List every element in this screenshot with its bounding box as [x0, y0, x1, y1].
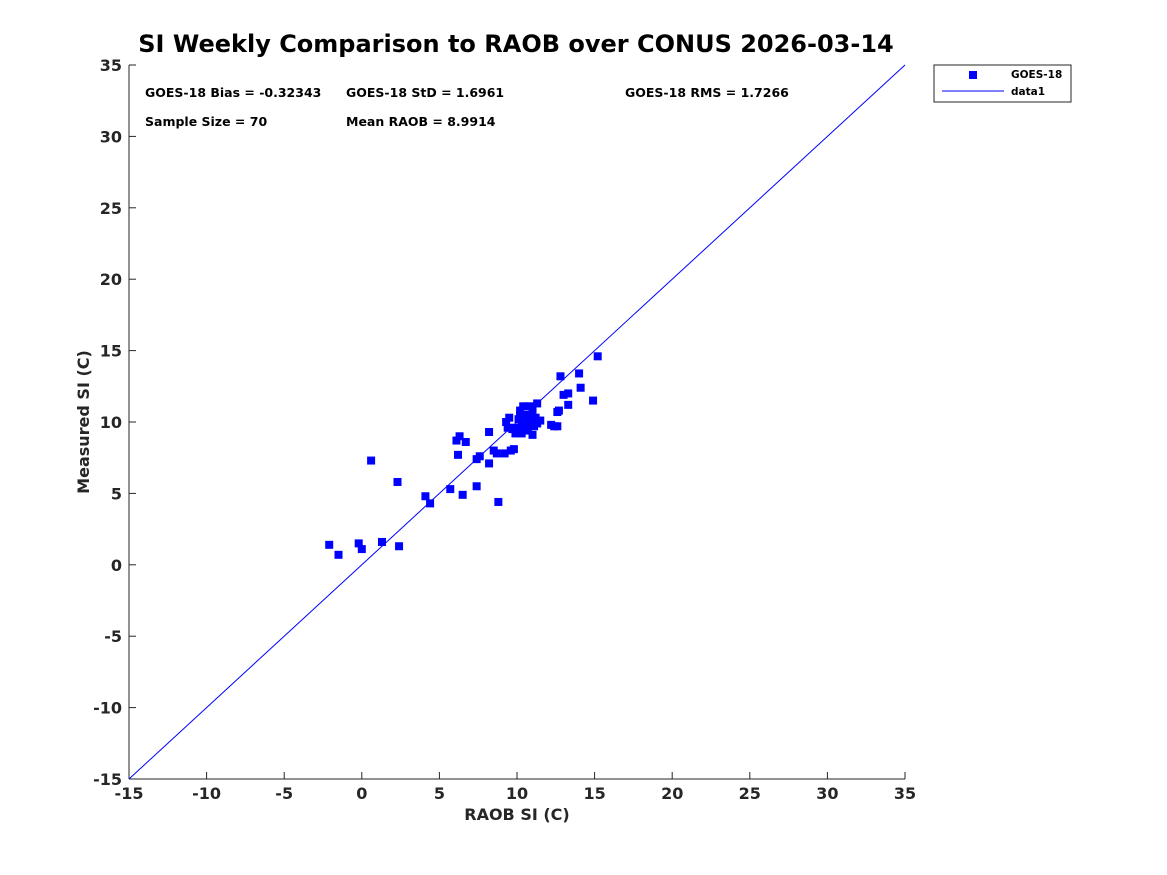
scatter-point	[589, 396, 598, 405]
scatter-point	[461, 437, 470, 446]
y-tick-label: -10	[93, 699, 122, 718]
scatter-point	[500, 449, 509, 458]
legend-marker-goes-18	[969, 71, 977, 79]
scatter-point	[509, 445, 518, 454]
x-tick-label: -10	[192, 784, 221, 803]
scatter-point	[494, 497, 503, 506]
scatter-point	[334, 550, 343, 559]
scatter-point	[505, 413, 514, 422]
scatter-point	[516, 410, 525, 419]
y-tick-label: 35	[100, 56, 122, 75]
legend-label-data1: data1	[1011, 86, 1045, 98]
scatter-point	[564, 389, 573, 398]
scatter-point	[485, 427, 494, 436]
scatter-point	[485, 459, 494, 468]
scatter-point	[426, 499, 435, 508]
x-tick-label: 15	[583, 784, 605, 803]
y-tick-label: 25	[100, 199, 122, 218]
scatter-point	[455, 432, 464, 441]
scatter-point	[564, 400, 573, 409]
legend: GOES-18 data1	[933, 64, 1072, 103]
scatter-point	[472, 482, 481, 491]
scatter-point	[514, 415, 523, 424]
y-tick-label: 20	[100, 270, 122, 289]
y-tick-label: 15	[100, 342, 122, 361]
rms-annotation: GOES-18 RMS = 1.7266	[625, 85, 789, 100]
x-tick-label: 5	[434, 784, 445, 803]
identity-line-data1	[128, 64, 906, 780]
scatter-point	[377, 537, 386, 546]
x-tick-label: 0	[356, 784, 367, 803]
mean-raob-annotation: Mean RAOB = 8.9914	[346, 114, 496, 129]
scatter-point	[367, 456, 376, 465]
x-ticks: -15 -10 -5 0 5 10 15 20 25 30 35	[115, 772, 916, 803]
x-axis-label: RAOB SI (C)	[464, 805, 569, 824]
scatter-point	[575, 369, 584, 378]
scatter-point	[576, 383, 585, 392]
scatter-point	[550, 422, 559, 431]
chart-title: SI Weekly Comparison to RAOB over CONUS …	[138, 30, 893, 58]
y-tick-label: -5	[104, 627, 122, 646]
y-tick-label: 0	[111, 556, 122, 575]
scatter-point	[559, 390, 568, 399]
y-tick-label: 10	[100, 413, 122, 432]
scatter-point	[325, 540, 334, 549]
scatter-point	[454, 450, 463, 459]
x-tick-label: 20	[661, 784, 683, 803]
scatter-point	[593, 352, 602, 361]
scatter-point	[492, 449, 501, 458]
scatter-point	[516, 406, 525, 415]
x-tick-label: 25	[739, 784, 761, 803]
x-tick-label: -5	[275, 784, 293, 803]
sample-size-annotation: Sample Size = 70	[145, 114, 267, 129]
y-tick-label: 30	[100, 127, 122, 146]
legend-label-goes-18: GOES-18	[1011, 69, 1062, 81]
scatter-point	[517, 429, 526, 438]
x-tick-label: -15	[115, 784, 144, 803]
scatter-point	[511, 429, 520, 438]
scatter-point	[522, 412, 531, 421]
x-tick-label: 30	[816, 784, 838, 803]
legend-box	[933, 64, 1072, 103]
scatter-point	[503, 423, 512, 432]
scatter-point	[458, 490, 467, 499]
scatter-point	[528, 409, 537, 418]
scatter-point	[530, 415, 539, 424]
scatter-point	[523, 426, 532, 435]
scatter-point	[525, 420, 534, 429]
scatter-point	[520, 418, 529, 426]
scatter-point	[421, 492, 430, 501]
series-layer	[128, 64, 906, 780]
y-axis-label: Measured SI (C)	[74, 350, 93, 494]
y-tick-label: 5	[111, 484, 122, 503]
x-tick-label: 35	[894, 784, 916, 803]
scatter-point	[528, 430, 537, 439]
scatter-point	[446, 485, 455, 494]
scatter-point	[395, 542, 404, 551]
bias-annotation: GOES-18 Bias = -0.32343	[145, 85, 321, 100]
scatter-point	[519, 402, 528, 411]
scatter-point	[393, 477, 402, 486]
stats-annotations: GOES-18 Bias = -0.32343 GOES-18 StD = 1.…	[145, 85, 789, 129]
scatter-point	[554, 406, 563, 415]
x-tick-label: 10	[506, 784, 528, 803]
scatter-point	[502, 418, 511, 426]
std-annotation: GOES-18 StD = 1.6961	[346, 85, 504, 100]
scatter-point	[511, 423, 520, 432]
scatter-point	[357, 545, 366, 554]
y-ticks: -15 -10 -5 0 5 10 15 20 25 30 35	[93, 56, 136, 789]
scatter-point	[452, 436, 461, 445]
scatter-point	[556, 372, 565, 381]
y-tick-label: -15	[93, 770, 122, 789]
scatter-point	[536, 416, 545, 425]
scatter-point	[354, 539, 363, 548]
